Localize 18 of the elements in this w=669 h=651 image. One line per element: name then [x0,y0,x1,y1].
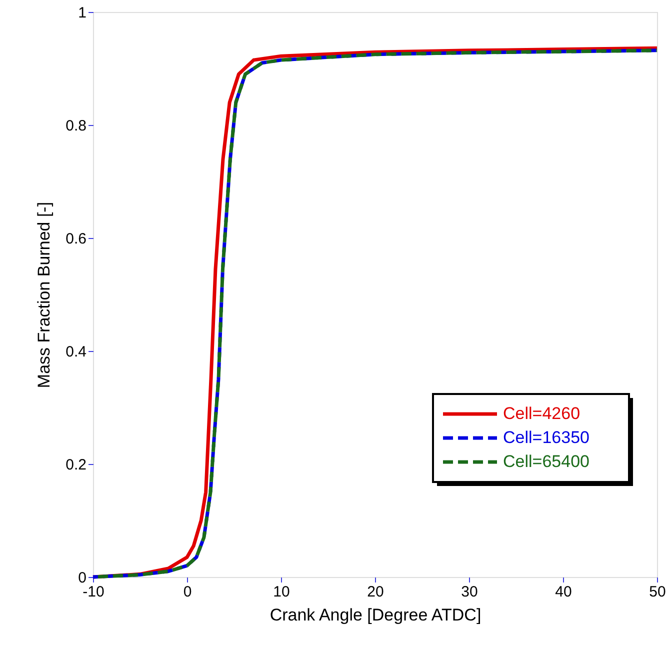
y-tick-label: 0.8 [66,118,86,134]
legend-label: Cell=65400 [503,452,590,471]
x-tick-label: 10 [273,584,290,600]
x-tick-label: 40 [555,584,572,600]
x-axis-title: Crank Angle [Degree ATDC] [270,606,482,624]
legend-label: Cell=16350 [503,428,590,447]
x-tick-label: -10 [82,584,104,600]
y-tick-label: 0 [78,570,86,586]
x-tick-label: 20 [367,584,384,600]
legend-label: Cell=4260 [503,404,580,423]
y-tick-label: 0.2 [66,456,86,474]
y-tick-label: 0.4 [66,344,86,360]
x-tick-label: 0 [183,584,192,600]
x-tick-label: 50 [649,584,666,600]
y-tick-label: 1 [78,4,86,22]
y-axis-title: Mass Fraction Burned [-] [34,202,54,388]
y-tick-label: 0.6 [66,230,86,248]
x-tick-label: 30 [461,584,478,600]
